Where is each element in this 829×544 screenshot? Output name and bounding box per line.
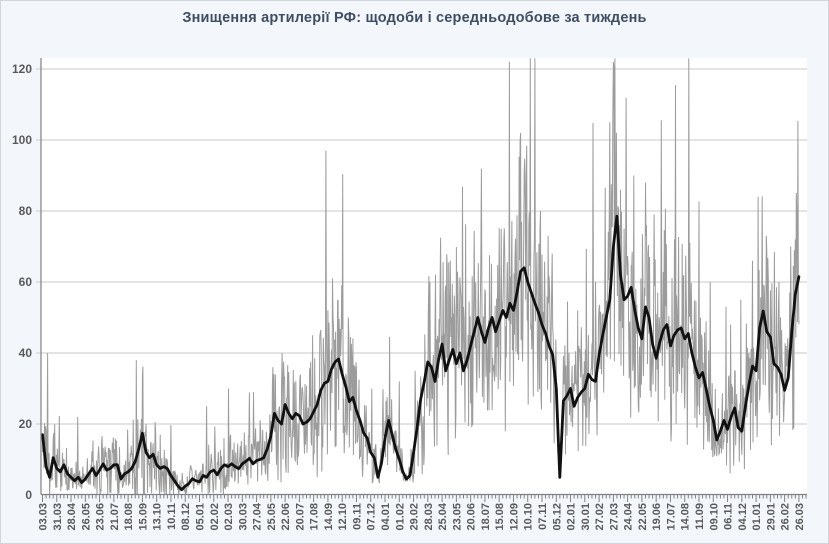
svg-text:10.10: 10.10 xyxy=(523,503,535,531)
svg-text:26.05: 26.05 xyxy=(80,503,92,531)
svg-text:120: 120 xyxy=(12,62,32,76)
svg-text:08.12: 08.12 xyxy=(180,503,192,531)
svg-text:10.11: 10.11 xyxy=(166,503,178,530)
svg-text:22.06: 22.06 xyxy=(280,503,292,531)
weekly-average-line xyxy=(41,214,801,492)
svg-text:14.08: 14.08 xyxy=(680,503,692,531)
svg-text:09.10: 09.10 xyxy=(708,503,720,531)
svg-text:02.01: 02.01 xyxy=(566,503,578,531)
svg-text:05.12: 05.12 xyxy=(551,503,563,531)
svg-text:03.03: 03.03 xyxy=(38,503,50,531)
svg-text:13.10: 13.10 xyxy=(152,503,164,531)
svg-text:25.04: 25.04 xyxy=(437,502,449,530)
svg-text:20: 20 xyxy=(19,417,33,431)
svg-text:31.03: 31.03 xyxy=(52,503,64,531)
svg-text:07.11: 07.11 xyxy=(537,503,549,530)
svg-text:07.12: 07.12 xyxy=(366,503,378,531)
svg-text:26.02: 26.02 xyxy=(780,503,792,531)
svg-text:100: 100 xyxy=(12,133,32,147)
svg-text:18.07: 18.07 xyxy=(480,503,492,531)
y-axis-labels: 0 20 40 60 80 100 120 xyxy=(12,62,32,502)
svg-text:17.07: 17.07 xyxy=(665,503,677,531)
svg-text:27.04: 27.04 xyxy=(252,502,264,530)
svg-text:19.06: 19.06 xyxy=(651,503,663,531)
svg-text:15.09: 15.09 xyxy=(137,503,149,531)
svg-text:17.08: 17.08 xyxy=(309,503,321,531)
svg-text:25.05: 25.05 xyxy=(266,503,278,531)
svg-text:01.02: 01.02 xyxy=(394,503,406,531)
svg-text:26.03: 26.03 xyxy=(794,503,806,531)
x-axis-ticks xyxy=(42,494,807,502)
svg-text:12.10: 12.10 xyxy=(337,503,349,531)
page-title: Знищення артилерії РФ: щодоби і середньо… xyxy=(182,10,647,26)
svg-text:24.04: 24.04 xyxy=(623,502,635,530)
svg-text:29.02: 29.02 xyxy=(409,503,421,531)
svg-text:80: 80 xyxy=(19,204,33,218)
svg-text:06.11: 06.11 xyxy=(723,503,735,530)
svg-text:05.01: 05.01 xyxy=(194,503,206,531)
svg-text:21.07: 21.07 xyxy=(109,503,121,531)
svg-text:60: 60 xyxy=(19,275,33,289)
svg-text:28.04: 28.04 xyxy=(66,502,78,530)
svg-text:20.06: 20.06 xyxy=(466,503,478,531)
svg-text:02.02: 02.02 xyxy=(209,503,221,531)
svg-text:14.09: 14.09 xyxy=(323,503,335,531)
svg-text:22.05: 22.05 xyxy=(637,503,649,531)
svg-text:04.12: 04.12 xyxy=(737,503,749,531)
svg-text:11.09: 11.09 xyxy=(694,503,706,530)
svg-text:27.02: 27.02 xyxy=(594,503,606,531)
svg-text:04.01: 04.01 xyxy=(380,503,392,531)
y-gridlines xyxy=(36,68,807,425)
svg-text:18.08: 18.08 xyxy=(123,503,135,531)
svg-text:20.07: 20.07 xyxy=(294,503,306,531)
x-axis-tick-labels: 03.03 31.03 28.04 26.05 23.06 21.07 18.08 15.09… xyxy=(38,502,806,530)
svg-text:23.06: 23.06 xyxy=(95,503,107,531)
svg-text:09.11: 09.11 xyxy=(351,503,363,530)
svg-text:30.01: 30.01 xyxy=(580,503,592,531)
svg-text:30.03: 30.03 xyxy=(237,503,249,531)
svg-text:01.01: 01.01 xyxy=(751,503,763,531)
svg-text:27.03: 27.03 xyxy=(608,503,620,531)
svg-text:23.05: 23.05 xyxy=(451,503,463,531)
svg-text:28.03: 28.03 xyxy=(423,503,435,531)
svg-text:15.08: 15.08 xyxy=(494,503,506,531)
svg-text:02.03: 02.03 xyxy=(223,503,235,531)
svg-text:29.01: 29.01 xyxy=(765,503,777,531)
svg-text:40: 40 xyxy=(19,346,33,360)
svg-text:12.09: 12.09 xyxy=(508,503,520,531)
svg-text:0: 0 xyxy=(25,488,32,502)
